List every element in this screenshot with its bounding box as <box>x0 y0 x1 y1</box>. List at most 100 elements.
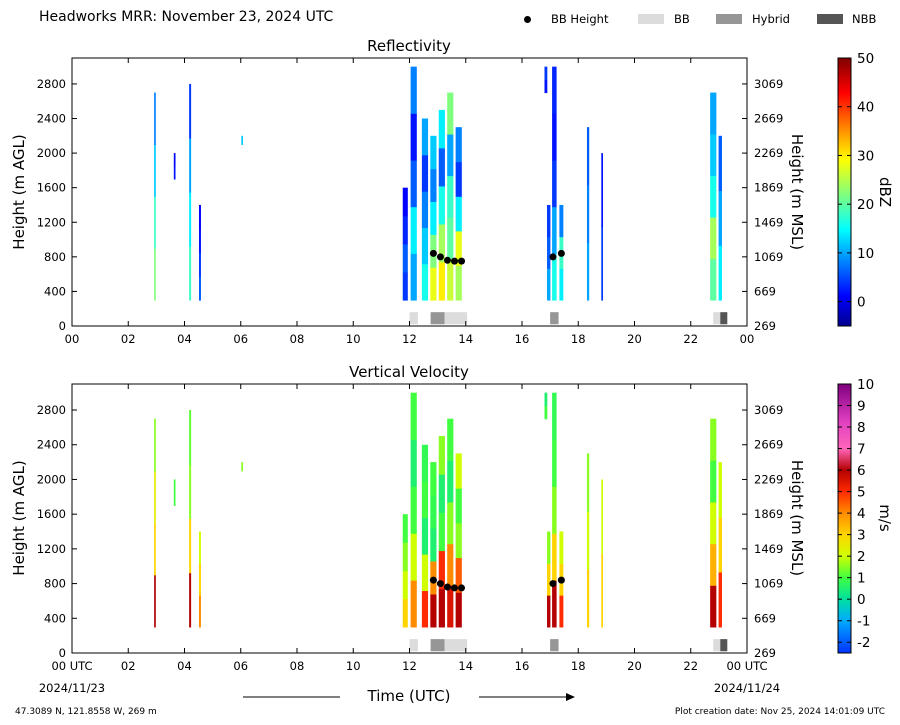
echo-cell <box>154 144 156 197</box>
echo-cell <box>552 486 557 534</box>
x-tick-label: 08 <box>290 332 305 346</box>
y2-tick-label: 669 <box>754 611 776 625</box>
echo-cell <box>547 563 551 596</box>
colorbar-tick-label: 7 <box>857 442 866 458</box>
y-tick-label: 2400 <box>37 112 66 126</box>
y-tick-label: 2800 <box>37 403 66 417</box>
vertical-velocity-colorbar-label: m/s <box>876 504 894 532</box>
legend-label-bb: BB <box>674 12 690 26</box>
y2-tick-label: 1069 <box>754 577 783 591</box>
bb-height-point <box>458 257 466 265</box>
colorbar-tick-label: 10 <box>857 246 874 262</box>
x-tick-label: 22 <box>683 659 698 673</box>
colorbar-tick-label: 2 <box>857 549 866 565</box>
echo-cell <box>438 262 445 301</box>
echo-cell <box>552 206 557 254</box>
echo-cell <box>198 204 201 230</box>
echo-cell <box>447 92 454 135</box>
bb-type-segment <box>720 639 728 652</box>
echo-cell <box>586 569 590 628</box>
echo-cell <box>447 585 454 628</box>
echo-cell <box>189 518 192 574</box>
echo-cell <box>559 595 564 628</box>
x-tick-label: 10 <box>346 332 361 346</box>
bb-type-segment <box>409 312 418 325</box>
echo-cell <box>421 263 429 301</box>
echo-cell <box>552 66 557 114</box>
echo-cell <box>402 570 408 600</box>
bb-type-segment <box>430 639 445 652</box>
echo-cell <box>198 228 201 254</box>
colorbar-tick-label: 3 <box>857 528 866 544</box>
x-tick-label: 14 <box>458 659 473 673</box>
echo-cell <box>586 453 590 512</box>
legend-label-bb-height: BB Height <box>551 12 609 26</box>
echo-cell <box>586 242 590 301</box>
echo-cell <box>189 572 192 628</box>
y-tick-label: 400 <box>44 611 66 625</box>
y-tick-label: 1200 <box>37 215 66 229</box>
x-tick-label: 10 <box>346 659 361 673</box>
echo-cell <box>410 486 417 534</box>
echo-cell <box>402 187 408 217</box>
y-tick-label: 0 <box>59 646 66 660</box>
bb-height-point <box>429 576 437 584</box>
x-tick-label: 18 <box>571 332 586 346</box>
echo-cell <box>455 557 462 593</box>
echo-cell <box>410 113 417 161</box>
echo-cell <box>421 118 429 156</box>
bb-type-segment <box>444 312 468 325</box>
bb-type-segment <box>720 312 728 325</box>
echo-cell <box>438 109 445 149</box>
echo-cell <box>421 154 429 192</box>
echo-cell <box>710 460 717 503</box>
start-date: 2024/11/23 <box>39 681 105 695</box>
y2-tick-label: 1869 <box>754 507 783 521</box>
y-tick-label: 400 <box>44 284 66 298</box>
x-tick-label: 12 <box>402 332 417 346</box>
bb-height-point <box>429 249 437 257</box>
y-tick-label: 1600 <box>37 507 66 521</box>
x-tick-label: 20 <box>627 332 642 346</box>
colorbar-tick-label: 30 <box>857 148 874 164</box>
x-tick-label: 18 <box>571 659 586 673</box>
echo-cell <box>438 512 445 552</box>
echo-cell <box>198 531 201 564</box>
echo-cell <box>410 66 417 114</box>
echo-cell <box>710 258 717 301</box>
echo-cell <box>447 134 454 177</box>
echo-cell <box>198 563 201 596</box>
echo-cell <box>559 268 564 301</box>
echo-cell <box>189 137 192 193</box>
x-tick-label: 16 <box>515 332 530 346</box>
echo-cell <box>198 276 201 301</box>
vertical-velocity-colorbar <box>837 383 852 654</box>
echo-cell <box>447 217 454 260</box>
x-tick-label: 06 <box>233 659 248 673</box>
echo-cell <box>410 580 417 628</box>
echo-cell <box>718 572 722 628</box>
x-tick-label: 02 <box>121 659 136 673</box>
colorbar-tick-label: 10 <box>857 377 874 393</box>
vertical-velocity-ylabel: Height (m AGL) <box>10 460 28 575</box>
echo-cell <box>586 511 590 570</box>
echo-cell <box>438 223 445 263</box>
y2-tick-label: 669 <box>754 284 776 298</box>
echo-cell <box>447 175 454 218</box>
echo-cell <box>154 248 156 301</box>
legend-hybrid-swatch <box>716 14 742 24</box>
reflectivity-colorbar <box>837 57 852 327</box>
echo-cell <box>447 258 454 301</box>
echo-cell <box>173 166 176 180</box>
echo-cell <box>189 246 192 301</box>
echo-cell <box>421 227 429 265</box>
echo-cell <box>154 522 156 576</box>
vertical-velocity-colorbar-ticks: -2 -1 0 1 2 3 4 5 6 7 8 9 10 <box>838 377 874 651</box>
echo-cell <box>552 533 557 581</box>
echo-cell <box>559 204 564 238</box>
echo-cell <box>547 531 551 564</box>
y2-tick-label: 269 <box>754 319 776 333</box>
echo-cell <box>430 135 437 170</box>
echo-cell <box>455 196 462 232</box>
